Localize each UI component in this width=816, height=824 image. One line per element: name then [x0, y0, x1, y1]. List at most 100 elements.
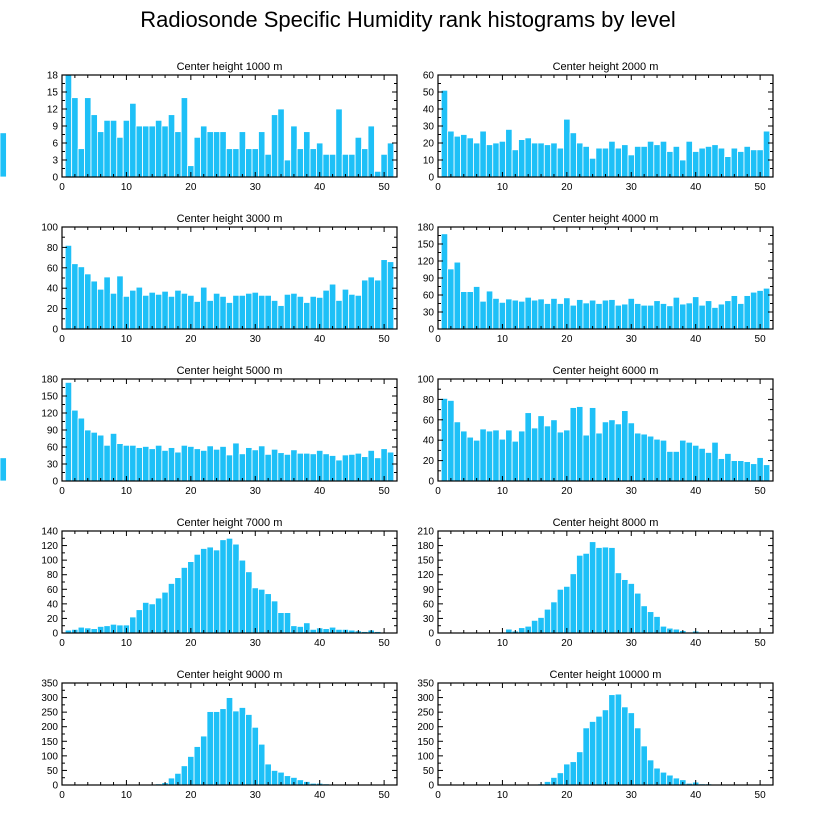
- histogram-bar: [322, 453, 330, 482]
- histogram-bar: [582, 434, 590, 482]
- histogram-bar: [485, 144, 494, 178]
- histogram-bar: [71, 97, 79, 178]
- panel-title: Center height 1000 m: [177, 61, 283, 73]
- x-tick-label: 50: [379, 334, 391, 345]
- x-tick-label: 0: [59, 638, 65, 649]
- histogram-bar: [679, 303, 687, 330]
- histogram-bar: [505, 429, 513, 482]
- x-tick-label: 30: [250, 638, 262, 649]
- histogram-bar: [537, 415, 545, 482]
- histogram-bar: [116, 275, 124, 330]
- y-tick-label: 3: [52, 156, 58, 167]
- histogram-bar: [155, 597, 163, 634]
- histogram-bar: [556, 588, 565, 634]
- histogram-bar: [380, 259, 388, 330]
- histogram-bar: [219, 295, 227, 330]
- histogram-bar: [167, 777, 176, 786]
- histogram-bar: [348, 293, 356, 330]
- x-tick-label: 50: [379, 790, 391, 801]
- histogram-bar: [627, 422, 635, 482]
- y-tick-label: 180: [41, 375, 58, 386]
- y-tick-label: 150: [417, 737, 434, 748]
- histogram-bar: [743, 145, 751, 178]
- histogram-bar: [367, 125, 375, 178]
- y-tick-label: 18: [47, 71, 59, 82]
- histogram-bar: [550, 297, 558, 330]
- histogram-bar: [704, 145, 713, 178]
- x-tick-label: 0: [435, 486, 441, 497]
- y-tick-label: 90: [47, 426, 59, 437]
- histogram-bar: [167, 447, 176, 482]
- x-tick-label: 0: [59, 486, 65, 497]
- x-tick-label: 20: [561, 486, 573, 497]
- histogram-bar: [322, 289, 330, 330]
- histogram-bar: [219, 131, 227, 178]
- histogram-bar: [148, 603, 156, 634]
- histogram-bar: [187, 561, 195, 634]
- histogram-bar: [129, 102, 137, 178]
- y-tick-label: 60: [423, 599, 435, 610]
- y-tick-label: 9: [52, 122, 58, 133]
- histogram-bar: [666, 305, 674, 330]
- histogram-bar: [174, 131, 182, 178]
- histogram-bar: [90, 431, 98, 482]
- y-tick-label: 180: [417, 541, 434, 552]
- histogram-bar: [672, 145, 680, 178]
- panel-title: Center height 2000 m: [553, 61, 659, 73]
- histogram-bar: [627, 712, 635, 786]
- histogram-bar: [109, 432, 118, 482]
- histogram-bar: [582, 727, 590, 786]
- histogram-bar: [386, 261, 395, 330]
- histogram-bar: [621, 303, 629, 330]
- histogram-bar: [440, 89, 449, 178]
- histogram-panel: Center height 3000 m 0 10 20 30 40 50 0 20 40 60 80…: [41, 213, 398, 345]
- x-tick-label: 50: [755, 790, 767, 801]
- histogram-bar: [724, 453, 732, 482]
- histogram-bar: [0, 457, 7, 482]
- histogram-bar: [155, 293, 163, 330]
- histogram-bar: [537, 298, 545, 330]
- histogram-bar: [161, 125, 169, 178]
- histogram-bar: [251, 587, 259, 634]
- histogram-bar: [685, 441, 693, 482]
- x-tick-label: 40: [314, 790, 326, 801]
- histogram-bar: [296, 779, 304, 786]
- x-tick-label: 40: [314, 334, 326, 345]
- y-tick-label: 250: [41, 708, 58, 719]
- y-tick-label: 50: [423, 88, 435, 99]
- histogram-bar: [621, 706, 629, 786]
- histogram-bar: [479, 130, 487, 178]
- histogram-bar: [640, 304, 648, 330]
- histogram-bar: [122, 119, 131, 178]
- y-tick-label: 210: [417, 527, 434, 538]
- histogram-bar: [524, 412, 532, 482]
- histogram-bar: [193, 136, 201, 178]
- histogram-bar: [232, 442, 240, 482]
- histogram-bar: [187, 446, 195, 482]
- histogram-bar: [142, 294, 150, 330]
- histogram-bar: [361, 456, 369, 482]
- histogram-bar: [270, 770, 279, 786]
- histogram-bar: [646, 759, 655, 786]
- x-tick-label: 40: [690, 638, 702, 649]
- histogram-bar: [440, 233, 449, 330]
- histogram-bar: [335, 459, 343, 482]
- x-tick-label: 40: [314, 486, 326, 497]
- histogram-bar: [537, 142, 545, 178]
- histogram-bar: [659, 439, 668, 482]
- histogram-bar: [608, 299, 616, 330]
- histogram-bar: [659, 303, 668, 330]
- x-tick-label: 40: [314, 182, 326, 193]
- histogram-bar: [556, 147, 565, 178]
- histogram-bar: [129, 444, 137, 482]
- histogram-bar: [303, 131, 311, 178]
- y-tick-label: 150: [417, 240, 434, 251]
- histogram-panel: Center height 1000 m 0 10 20 30 40 50 0 3 6 9 12 15 1…: [47, 61, 398, 193]
- x-tick-label: 50: [379, 638, 391, 649]
- histogram-bar: [283, 159, 292, 178]
- histogram-bar: [608, 547, 616, 634]
- histogram-bar: [614, 304, 623, 330]
- histogram-bar: [348, 153, 356, 178]
- histogram-bar: [232, 710, 240, 786]
- histogram-bar: [737, 460, 745, 482]
